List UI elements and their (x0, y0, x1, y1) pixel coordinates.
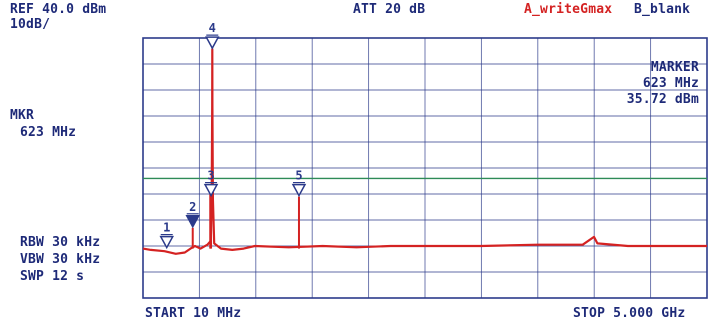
marker-box-freq: 623 MHz (642, 76, 699, 91)
spurs (191, 194, 300, 249)
marker-3-label: 3 (207, 169, 214, 183)
stop-freq-label: STOP 5.000 GHz (573, 306, 686, 321)
trace-a-label: A_writeGmax (524, 2, 613, 17)
marker-freq-label: 623 MHz (20, 125, 77, 140)
scale-label: 10dB/ (10, 17, 51, 32)
vbw-label: VBW 30 kHz (20, 252, 101, 267)
rbw-label: RBW 30 kHz (20, 235, 101, 250)
marker-5-label: 5 (295, 169, 302, 183)
start-freq-label: START 10 MHz (145, 306, 242, 321)
ref-level-label: REF 40.0 dBm (10, 2, 107, 17)
swp-label: SWP 12 s (20, 269, 85, 284)
trace-b-label: B_blank (634, 2, 691, 17)
marker-1-triangle (159, 235, 174, 250)
marker-5-triangle (291, 183, 307, 198)
grid (142, 37, 708, 299)
markers: 1 2 3 4 5 (159, 21, 307, 250)
marker-box-title: MARKER (650, 60, 699, 75)
marker-box-level: 35.72 dBm (626, 92, 699, 107)
trace-a-line (142, 48, 707, 255)
marker-title-label: MKR (10, 108, 35, 123)
marker-1-label: 1 (163, 221, 170, 235)
marker-4-triangle (205, 36, 220, 50)
marker-2-label: 2 (189, 200, 196, 214)
marker-4-label: 4 (209, 21, 216, 35)
marker-2-triangle (185, 215, 200, 229)
marker-3-triangle (203, 183, 219, 198)
attenuation-label: ATT 20 dB (353, 2, 426, 17)
